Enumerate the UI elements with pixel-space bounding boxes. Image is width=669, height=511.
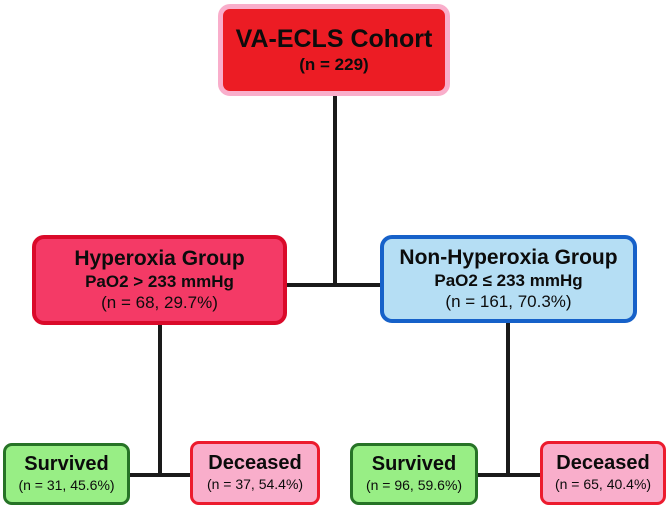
non-hyperoxia-criteria: PaO2 ≤ 233 mmHg xyxy=(434,270,583,290)
hyperoxia-survived-title: Survived xyxy=(24,453,109,476)
node-cohort: VA-ECLS Cohort (n = 229) xyxy=(218,4,450,96)
node-non-hyperoxia-deceased: Deceased (n = 65, 40.4%) xyxy=(540,441,666,505)
non-hyperoxia-survived-count: (n = 96, 59.6%) xyxy=(365,477,463,494)
non-hyperoxia-survived-title: Survived xyxy=(371,453,457,476)
node-non-hyperoxia-group: Non-Hyperoxia Group PaO2 ≤ 233 mmHg (n =… xyxy=(380,235,637,323)
node-hyperoxia-deceased: Deceased (n = 37, 54.4%) xyxy=(190,441,320,505)
non-hyperoxia-deceased-count: (n = 65, 40.4%) xyxy=(554,476,652,493)
cohort-title: VA-ECLS Cohort xyxy=(235,24,433,53)
node-non-hyperoxia-survived: Survived (n = 96, 59.6%) xyxy=(350,443,478,505)
hyperoxia-count: (n = 68, 29.7%) xyxy=(101,293,218,313)
connector-hyperoxia-outcomes-horizontal xyxy=(128,473,193,477)
cohort-count: (n = 229) xyxy=(299,54,369,74)
hyperoxia-criteria: PaO2 > 233 mmHg xyxy=(85,271,234,291)
non-hyperoxia-count: (n = 161, 70.3%) xyxy=(445,292,572,312)
non-hyperoxia-deceased-title: Deceased xyxy=(556,452,650,475)
node-hyperoxia-group: Hyperoxia Group PaO2 > 233 mmHg (n = 68,… xyxy=(32,235,287,325)
connector-nonhyperoxia-to-outcomes-vertical xyxy=(506,323,510,477)
node-hyperoxia-survived: Survived (n = 31, 45.6%) xyxy=(3,443,130,505)
connector-cohort-to-groups-vertical xyxy=(333,96,337,287)
hyperoxia-survived-count: (n = 31, 45.6%) xyxy=(18,477,115,494)
connector-nonhyperoxia-outcomes-horizontal xyxy=(476,473,541,477)
connector-hyperoxia-to-outcomes-vertical xyxy=(158,325,162,477)
hyperoxia-deceased-title: Deceased xyxy=(208,452,302,475)
hyperoxia-title: Hyperoxia Group xyxy=(74,246,245,270)
non-hyperoxia-title: Non-Hyperoxia Group xyxy=(399,245,618,269)
hyperoxia-deceased-count: (n = 37, 54.4%) xyxy=(206,476,304,493)
connector-groups-horizontal xyxy=(287,283,380,287)
